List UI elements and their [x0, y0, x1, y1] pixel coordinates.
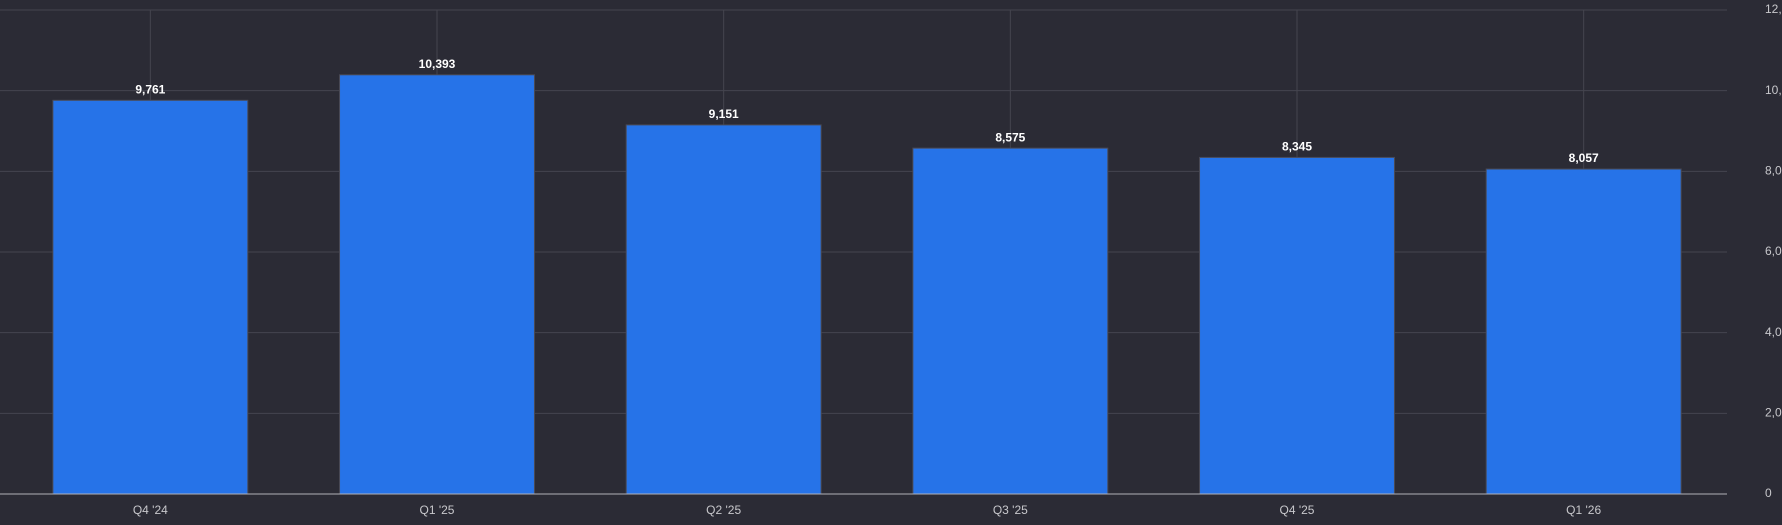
y-tick-label: 4,000 — [1765, 325, 1782, 339]
bar — [625, 124, 822, 495]
data-label: 9,151 — [709, 107, 739, 121]
x-tick-label: Q4 '25 — [1280, 503, 1315, 517]
x-tick-label: Q1 '25 — [420, 503, 455, 517]
data-label: 9,761 — [135, 82, 165, 96]
bar — [1485, 168, 1682, 495]
y-tick-label: 2,000 — [1765, 406, 1782, 420]
x-tick-label: Q4 '24 — [133, 503, 168, 517]
x-tick-label: Q1 '26 — [1566, 503, 1601, 517]
data-label: 8,575 — [995, 130, 1025, 144]
data-label: 10,393 — [419, 57, 456, 71]
y-tick-label: 8,000 — [1765, 164, 1782, 178]
y-tick-label: 10,000 — [1765, 83, 1782, 97]
y-tick-label: 12,000 — [1765, 2, 1782, 16]
data-label: 8,057 — [1569, 151, 1599, 165]
bar — [1199, 156, 1395, 495]
x-tick-label: Q3 '25 — [993, 503, 1028, 517]
y-tick-label: 0 — [1765, 486, 1772, 500]
x-tick-label: Q2 '25 — [706, 503, 741, 517]
y-tick-label: 6,000 — [1765, 244, 1782, 258]
bar — [52, 99, 249, 495]
data-label: 8,345 — [1282, 140, 1312, 154]
bar — [912, 147, 1109, 495]
bar — [339, 74, 535, 495]
